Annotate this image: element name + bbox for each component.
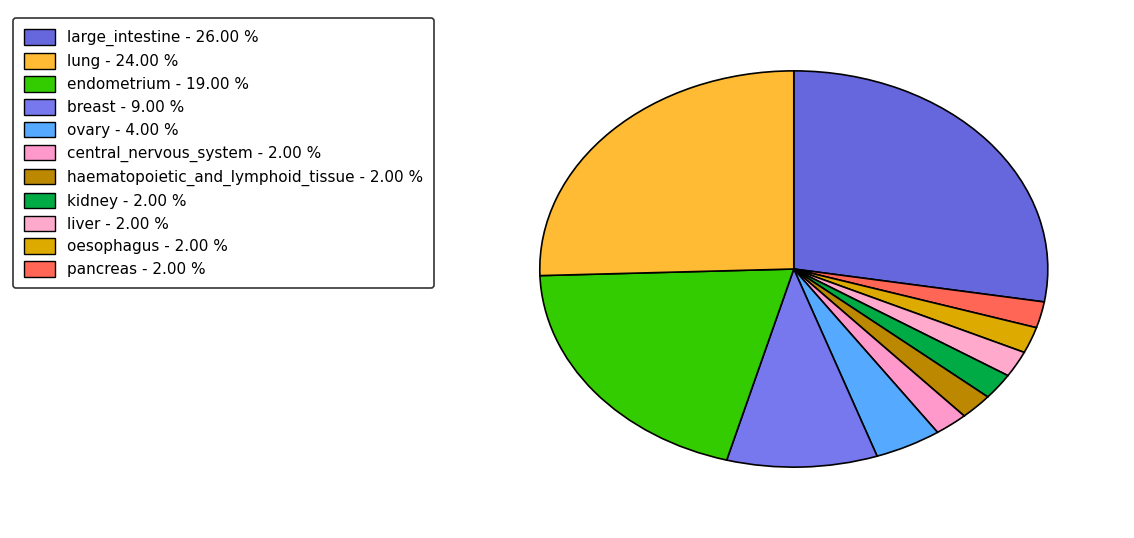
Legend: large_intestine - 26.00 %, lung - 24.00 %, endometrium - 19.00 %, breast - 9.00 : large_intestine - 26.00 %, lung - 24.00 … — [14, 18, 433, 288]
Wedge shape — [540, 269, 794, 460]
Wedge shape — [540, 71, 794, 275]
Wedge shape — [727, 269, 877, 467]
Wedge shape — [794, 71, 1048, 302]
Wedge shape — [794, 269, 1008, 397]
Wedge shape — [794, 269, 938, 456]
Wedge shape — [794, 269, 1044, 328]
Wedge shape — [794, 269, 964, 433]
Wedge shape — [794, 269, 1036, 352]
Wedge shape — [794, 269, 988, 416]
Wedge shape — [794, 269, 1024, 376]
